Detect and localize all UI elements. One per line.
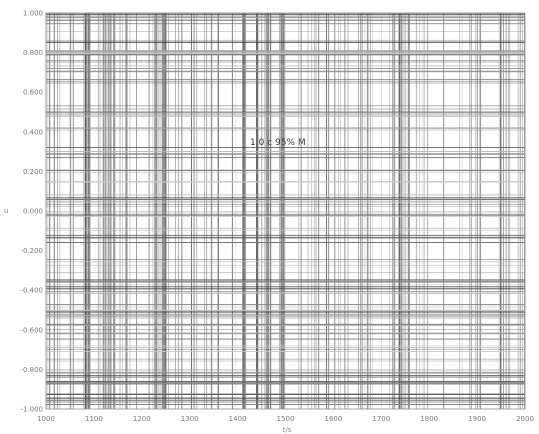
y-tick-label: 0.400 <box>23 128 43 136</box>
x-axis-label: t/s <box>283 426 292 434</box>
y-tick-label: -1.000 <box>20 406 43 414</box>
x-tick-label: 1900 <box>468 415 486 423</box>
y-tick-label: -0.200 <box>20 247 43 255</box>
x-tick-label: 2000 <box>516 415 534 423</box>
x-tick-label: 1100 <box>85 415 103 423</box>
y-tick-labels: -1.000 -0.800 -0.600 -0.400 -0.200 0.000 0.200… <box>20 10 43 414</box>
x-tick-label: 1600 <box>324 415 342 423</box>
y-tick-label: -0.400 <box>20 287 43 295</box>
x-tick-label: 1300 <box>181 415 199 423</box>
y-axis-label: u <box>4 207 8 215</box>
x-tick-labels: 1000 1100 1200 1300 1400 1500 1600 1700 1800 1900… <box>37 415 534 423</box>
chart-grid <box>45 13 525 409</box>
x-tick-label: 1200 <box>133 415 151 423</box>
y-tick-label: 0.800 <box>23 49 43 57</box>
plot-frame <box>45 12 526 410</box>
y-tick-label: -0.800 <box>20 366 43 374</box>
x-tick-label: 1800 <box>420 415 438 423</box>
x-tick-label: 1000 <box>37 415 55 423</box>
y-tick-label: -0.600 <box>20 326 43 334</box>
y-tick-label: 1.000 <box>23 10 43 18</box>
y-tick-label: 0.200 <box>23 168 43 176</box>
x-tick-label: 1500 <box>277 415 295 423</box>
annotation-label: 1.0 c 95% M <box>250 138 306 148</box>
x-tick-label: 1700 <box>372 415 390 423</box>
x-tick-label: 1400 <box>229 415 247 423</box>
y-tick-label: 0.000 <box>23 208 43 216</box>
y-tick-label: 0.600 <box>23 89 43 97</box>
